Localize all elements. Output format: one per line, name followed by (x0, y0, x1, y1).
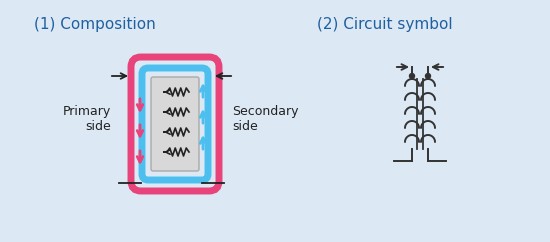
Text: Primary
side: Primary side (63, 105, 111, 133)
Text: (2) Circuit symbol: (2) Circuit symbol (317, 17, 453, 32)
Text: (1) Composition: (1) Composition (34, 17, 156, 32)
Circle shape (426, 74, 431, 78)
Circle shape (410, 74, 415, 78)
FancyBboxPatch shape (151, 77, 199, 171)
Text: Secondary
side: Secondary side (232, 105, 299, 133)
